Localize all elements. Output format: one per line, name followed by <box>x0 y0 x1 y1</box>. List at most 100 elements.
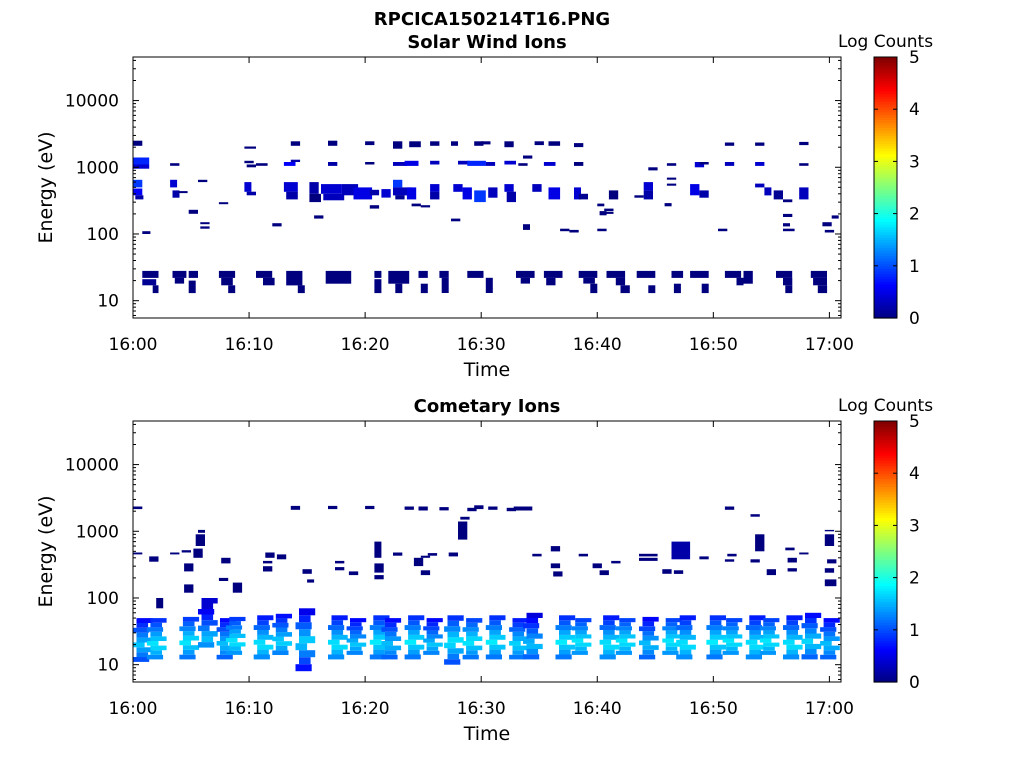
heatmap-column-cell <box>466 636 483 641</box>
heatmap-cell <box>265 552 275 558</box>
colorbar-segment <box>874 114 897 118</box>
heatmap-column-cell <box>146 654 164 660</box>
heatmap-column-cell <box>462 641 475 646</box>
heatmap-column-cell <box>331 634 348 640</box>
colorbar-segment <box>874 496 897 500</box>
colorbar-segment <box>874 234 897 238</box>
heatmap-cell <box>188 209 198 214</box>
heatmap-cell <box>578 553 588 557</box>
figure-title: RPCICA150214T16.PNG <box>374 9 610 30</box>
heatmap-cell <box>309 182 319 194</box>
heatmap-column-cell <box>615 626 632 631</box>
heatmap-cell <box>200 222 210 225</box>
heatmap-column-cell <box>603 634 620 640</box>
colorbar-segment <box>874 273 897 277</box>
heatmap-column-cell <box>575 634 592 639</box>
colorbar-segment <box>874 187 897 191</box>
colorbar-segment <box>874 286 897 290</box>
heatmap-column-cell <box>726 622 738 627</box>
colorbar-segment <box>874 421 897 425</box>
heatmap-cell <box>232 582 243 593</box>
heatmap-column-cell <box>133 642 145 648</box>
colorbar-segment <box>874 619 897 623</box>
heatmap-column-cell <box>257 634 274 640</box>
heatmap-column-cell <box>447 637 464 643</box>
colorbar-segment <box>874 517 897 521</box>
heatmap-column-cell <box>331 630 344 635</box>
heatmap-cell <box>701 283 709 294</box>
colorbar-segment <box>874 268 897 272</box>
heatmap-cell <box>395 283 403 294</box>
colorbar-segment <box>874 642 897 647</box>
heatmap-cell <box>133 188 143 196</box>
heatmap-column-cell <box>346 626 363 631</box>
heatmap-cell <box>369 189 380 196</box>
heatmap-cell <box>369 205 380 209</box>
heatmap-cell <box>188 270 198 278</box>
heatmap-cell <box>133 157 150 165</box>
heatmap-column-cell <box>136 637 153 643</box>
heatmap-cell <box>430 191 440 200</box>
heatmap-cell <box>736 277 744 286</box>
colorbar-segment <box>874 140 897 144</box>
x-tick-label: 16:00 <box>109 699 158 719</box>
heatmap-column-cell <box>462 654 479 660</box>
x-tick-label: 17:00 <box>805 699 854 719</box>
heatmap-column-cell <box>485 639 498 645</box>
heatmap-column-cell <box>373 615 390 621</box>
heatmap-cell <box>764 187 772 196</box>
x-tick-label: 16:50 <box>689 335 738 355</box>
heatmap-column-cell <box>225 625 243 630</box>
heatmap-cell <box>221 277 233 286</box>
heatmap-cell <box>309 193 321 203</box>
heatmap-cell <box>393 552 403 556</box>
heatmap-cell <box>467 160 486 166</box>
heatmap-cell <box>599 570 609 576</box>
heatmap-cell <box>643 190 653 200</box>
heatmap-column-cell <box>619 646 631 651</box>
heatmap-cell <box>783 277 793 286</box>
heatmap-column-cell <box>823 618 840 623</box>
heatmap-cell <box>184 584 194 593</box>
colorbar-segment <box>874 629 897 634</box>
heatmap-cell <box>184 563 194 572</box>
colorbar-segment <box>874 294 897 298</box>
colorbar-segment <box>874 611 897 615</box>
colorbar-segment <box>874 80 897 84</box>
colorbar-segment <box>874 655 897 660</box>
colorbar-segment <box>874 210 897 215</box>
heatmap-cell <box>648 167 658 171</box>
heatmap-column-cell <box>603 615 620 621</box>
heatmap-column-cell <box>571 650 588 655</box>
heatmap-cell <box>430 160 440 165</box>
colorbar-segment <box>874 166 897 170</box>
heatmap-column-cell <box>272 636 284 642</box>
colorbar-segment <box>874 616 897 620</box>
heatmap-column-cell <box>384 645 402 651</box>
heatmap-cell <box>785 285 793 294</box>
colorbar-segment <box>874 624 897 628</box>
colorbar-segment <box>874 543 897 547</box>
colorbar-segment <box>874 494 897 498</box>
heatmap-column-cell <box>639 654 656 660</box>
colorbar-segment <box>874 174 897 178</box>
heatmap-column-cell <box>749 644 766 650</box>
heatmap-column-cell <box>331 620 344 626</box>
heatmap-column-cell <box>523 654 540 660</box>
colorbar-segment <box>874 96 897 100</box>
heatmap-column-cell <box>489 630 501 635</box>
heatmap-column-cell <box>823 622 836 628</box>
heatmap-column-cell <box>384 650 397 655</box>
heatmap-cell <box>666 177 677 180</box>
colorbar-segment <box>874 674 897 678</box>
colorbar-segment <box>874 161 897 165</box>
heatmap-column-cell <box>801 638 814 644</box>
colorbar-segment <box>874 130 897 134</box>
heatmap-column-cell <box>823 636 840 641</box>
heatmap-cell <box>639 553 658 557</box>
heatmap-cell <box>724 270 742 278</box>
heatmap-cell <box>328 140 338 146</box>
heatmap-cell <box>228 285 236 294</box>
heatmap-cell <box>388 270 410 284</box>
colorbar-segment <box>874 614 897 618</box>
